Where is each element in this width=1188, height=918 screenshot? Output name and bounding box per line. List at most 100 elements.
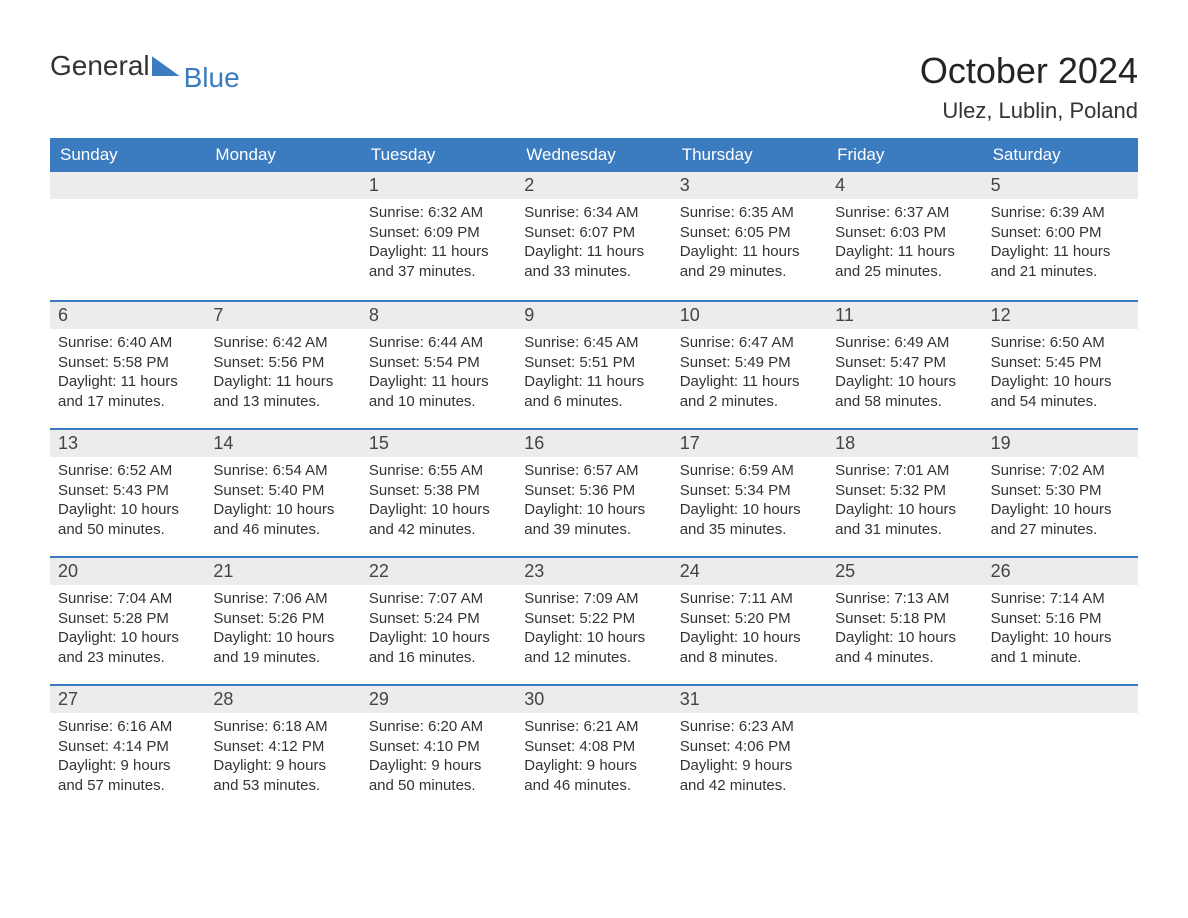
cell-line: and 8 minutes. [680, 648, 819, 668]
cell-body: Sunrise: 7:07 AMSunset: 5:24 PMDaylight:… [361, 585, 516, 667]
cell-date: 28 [205, 686, 360, 713]
cell-body: Sunrise: 6:40 AMSunset: 5:58 PMDaylight:… [50, 329, 205, 411]
calendar-cell: 1Sunrise: 6:32 AMSunset: 6:09 PMDaylight… [361, 172, 516, 300]
cell-line: Sunrise: 7:09 AM [524, 589, 663, 609]
cell-date: 27 [50, 686, 205, 713]
cell-line: Sunset: 6:03 PM [835, 223, 974, 243]
cell-line: Sunrise: 6:21 AM [524, 717, 663, 737]
cell-line: and 12 minutes. [524, 648, 663, 668]
cell-line: Daylight: 10 hours [680, 628, 819, 648]
cell-line: Sunrise: 6:39 AM [991, 203, 1130, 223]
weekday-header: Thursday [672, 138, 827, 172]
cell-line: Daylight: 11 hours [213, 372, 352, 392]
cell-line: Sunrise: 6:49 AM [835, 333, 974, 353]
location: Ulez, Lublin, Poland [920, 98, 1138, 124]
cell-line: Sunset: 5:36 PM [524, 481, 663, 501]
cell-line: Sunset: 6:09 PM [369, 223, 508, 243]
cell-line: Sunset: 5:51 PM [524, 353, 663, 373]
cell-date [205, 172, 360, 199]
cell-date: 10 [672, 302, 827, 329]
calendar-cell: 17Sunrise: 6:59 AMSunset: 5:34 PMDayligh… [672, 428, 827, 556]
cell-line: Daylight: 11 hours [991, 242, 1130, 262]
cell-line: Sunrise: 7:14 AM [991, 589, 1130, 609]
cell-line: Sunrise: 6:32 AM [369, 203, 508, 223]
cell-line: and 33 minutes. [524, 262, 663, 282]
cell-date: 15 [361, 430, 516, 457]
cell-line: Sunrise: 6:34 AM [524, 203, 663, 223]
cell-line: and 13 minutes. [213, 392, 352, 412]
calendar-cell: 16Sunrise: 6:57 AMSunset: 5:36 PMDayligh… [516, 428, 671, 556]
cell-line: Sunset: 5:58 PM [58, 353, 197, 373]
cell-date: 5 [983, 172, 1138, 199]
cell-date: 25 [827, 558, 982, 585]
cell-line: Daylight: 10 hours [680, 500, 819, 520]
cell-line: Sunrise: 6:35 AM [680, 203, 819, 223]
cell-line: Sunrise: 7:04 AM [58, 589, 197, 609]
cell-date: 1 [361, 172, 516, 199]
cell-line: Sunrise: 6:57 AM [524, 461, 663, 481]
cell-line: Sunset: 4:12 PM [213, 737, 352, 757]
cell-date: 4 [827, 172, 982, 199]
cell-line: Sunrise: 6:20 AM [369, 717, 508, 737]
cell-line: Daylight: 10 hours [524, 628, 663, 648]
calendar-cell: 7Sunrise: 6:42 AMSunset: 5:56 PMDaylight… [205, 300, 360, 428]
cell-line: Sunrise: 6:59 AM [680, 461, 819, 481]
cell-line: Sunset: 5:40 PM [213, 481, 352, 501]
cell-line: Daylight: 10 hours [213, 500, 352, 520]
cell-body: Sunrise: 6:44 AMSunset: 5:54 PMDaylight:… [361, 329, 516, 411]
cell-date: 20 [50, 558, 205, 585]
cell-line: Sunrise: 7:13 AM [835, 589, 974, 609]
cell-line: Sunset: 5:32 PM [835, 481, 974, 501]
cell-body: Sunrise: 7:06 AMSunset: 5:26 PMDaylight:… [205, 585, 360, 667]
cell-date: 19 [983, 430, 1138, 457]
cell-date: 17 [672, 430, 827, 457]
cell-line: Daylight: 9 hours [369, 756, 508, 776]
cell-line: and 16 minutes. [369, 648, 508, 668]
cell-line: and 57 minutes. [58, 776, 197, 796]
cell-line: and 58 minutes. [835, 392, 974, 412]
cell-body: Sunrise: 6:16 AMSunset: 4:14 PMDaylight:… [50, 713, 205, 795]
cell-line: Sunrise: 6:47 AM [680, 333, 819, 353]
cell-line: Daylight: 10 hours [524, 500, 663, 520]
cell-line: Sunset: 5:45 PM [991, 353, 1130, 373]
cell-line: and 1 minute. [991, 648, 1130, 668]
cell-line: Sunset: 6:07 PM [524, 223, 663, 243]
cell-body: Sunrise: 7:11 AMSunset: 5:20 PMDaylight:… [672, 585, 827, 667]
cell-line: Daylight: 10 hours [991, 500, 1130, 520]
cell-line: Sunset: 4:06 PM [680, 737, 819, 757]
cell-line: Daylight: 10 hours [835, 628, 974, 648]
calendar-cell: 21Sunrise: 7:06 AMSunset: 5:26 PMDayligh… [205, 556, 360, 684]
cell-date [983, 686, 1138, 713]
weekday-header: Wednesday [516, 138, 671, 172]
cell-date: 29 [361, 686, 516, 713]
cell-date: 31 [672, 686, 827, 713]
cell-line: Sunset: 5:38 PM [369, 481, 508, 501]
cell-line: Sunrise: 6:44 AM [369, 333, 508, 353]
cell-line: Daylight: 10 hours [213, 628, 352, 648]
cell-line: Sunset: 5:22 PM [524, 609, 663, 629]
cell-line: Sunset: 5:20 PM [680, 609, 819, 629]
cell-line: Daylight: 10 hours [835, 372, 974, 392]
cell-line: and 2 minutes. [680, 392, 819, 412]
calendar-cell: 27Sunrise: 6:16 AMSunset: 4:14 PMDayligh… [50, 684, 205, 812]
calendar-grid: SundayMondayTuesdayWednesdayThursdayFrid… [50, 138, 1138, 812]
cell-line: Sunset: 5:16 PM [991, 609, 1130, 629]
logo: General Blue [50, 50, 240, 82]
cell-line: Sunrise: 6:40 AM [58, 333, 197, 353]
cell-body: Sunrise: 6:50 AMSunset: 5:45 PMDaylight:… [983, 329, 1138, 411]
cell-line: Daylight: 11 hours [680, 242, 819, 262]
cell-line: Sunrise: 7:07 AM [369, 589, 508, 609]
cell-body: Sunrise: 7:02 AMSunset: 5:30 PMDaylight:… [983, 457, 1138, 539]
cell-line: Daylight: 10 hours [835, 500, 974, 520]
cell-body: Sunrise: 6:21 AMSunset: 4:08 PMDaylight:… [516, 713, 671, 795]
calendar-cell: 8Sunrise: 6:44 AMSunset: 5:54 PMDaylight… [361, 300, 516, 428]
cell-line: Daylight: 10 hours [991, 628, 1130, 648]
cell-line: Sunset: 5:49 PM [680, 353, 819, 373]
cell-date [50, 172, 205, 199]
cell-date: 8 [361, 302, 516, 329]
cell-line: Sunrise: 6:18 AM [213, 717, 352, 737]
calendar-cell: 14Sunrise: 6:54 AMSunset: 5:40 PMDayligh… [205, 428, 360, 556]
cell-line: Sunset: 4:10 PM [369, 737, 508, 757]
cell-date: 26 [983, 558, 1138, 585]
calendar-cell: 26 Sunrise: 7:14 AMSunset: 5:16 PMDayligh… [983, 556, 1138, 684]
